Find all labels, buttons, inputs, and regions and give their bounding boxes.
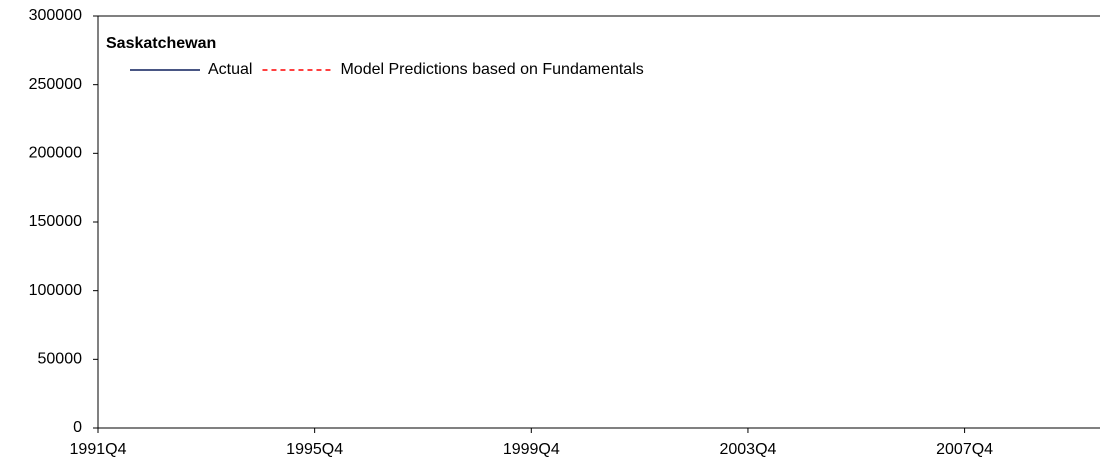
- chart-title: Saskatchewan: [106, 35, 216, 52]
- x-tick-label: 1991Q4: [70, 441, 127, 458]
- x-tick-label: 2003Q4: [719, 441, 776, 458]
- legend-label: Actual: [208, 61, 252, 78]
- y-tick-label: 200000: [29, 145, 82, 162]
- y-tick-label: 150000: [29, 213, 82, 230]
- y-tick-label: 0: [73, 419, 82, 436]
- y-tick-label: 250000: [29, 76, 82, 93]
- x-tick-label: 2007Q4: [936, 441, 993, 458]
- x-tick-label: 1999Q4: [503, 441, 560, 458]
- y-tick-label: 300000: [29, 7, 82, 24]
- y-tick-label: 100000: [29, 282, 82, 299]
- legend-label: Model Predictions based on Fundamentals: [340, 61, 643, 78]
- x-tick-label: 1995Q4: [286, 441, 343, 458]
- y-tick-label: 50000: [38, 351, 83, 368]
